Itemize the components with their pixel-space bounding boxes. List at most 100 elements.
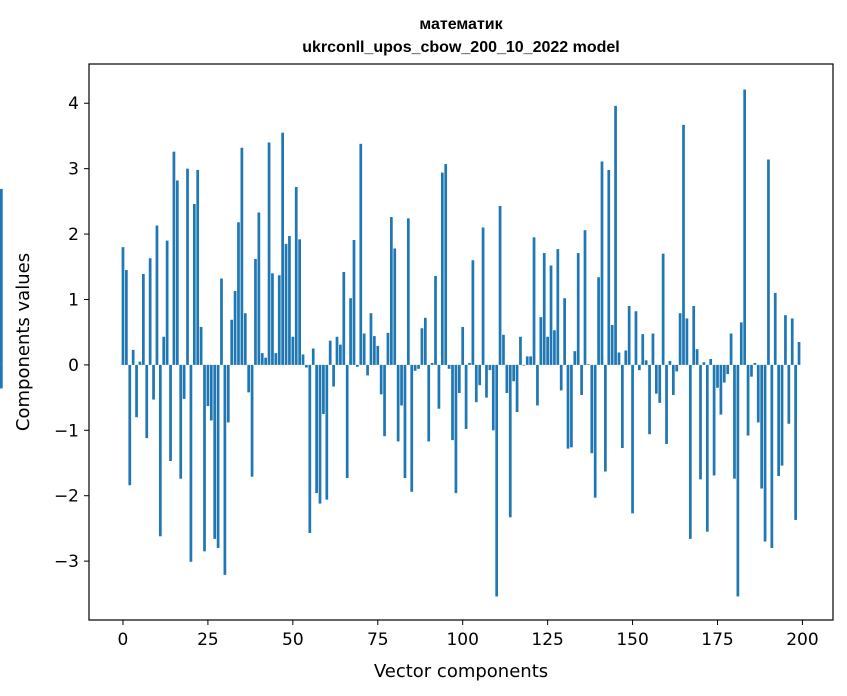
- bar: [325, 364, 329, 500]
- bar: [332, 364, 335, 387]
- bar: [488, 364, 492, 371]
- bar: [277, 275, 281, 365]
- bar: [233, 290, 237, 365]
- bar: [349, 298, 352, 365]
- bar: [186, 168, 189, 365]
- bar: [736, 364, 740, 597]
- bar: [162, 336, 166, 365]
- bar-series: [0, 89, 801, 597]
- bar: [468, 362, 471, 365]
- bar: [498, 205, 502, 365]
- bar: [675, 364, 679, 372]
- x-tick-label: 0: [118, 630, 129, 650]
- bar: [617, 352, 621, 365]
- chart-subtitle: ukrconll_upos_cbow_200_10_2022 model: [302, 39, 619, 56]
- bar: [478, 364, 482, 386]
- bar: [148, 258, 152, 365]
- bar: [322, 364, 325, 414]
- bar: [301, 354, 305, 365]
- bar: [400, 364, 403, 406]
- bar: [790, 318, 794, 365]
- bar: [440, 172, 444, 365]
- bar: [315, 364, 318, 494]
- bar: [158, 364, 162, 537]
- bar: [474, 364, 478, 403]
- bar: [223, 364, 227, 575]
- bar: [515, 364, 519, 412]
- bar: [393, 248, 397, 365]
- bar: [784, 315, 787, 365]
- bar: [369, 313, 373, 365]
- bar: [794, 364, 797, 520]
- bar: [383, 364, 386, 437]
- bar: [702, 362, 706, 365]
- bar: [305, 364, 308, 368]
- bar: [437, 364, 441, 409]
- bar: [403, 364, 407, 479]
- bar: [423, 317, 427, 365]
- bar: [644, 360, 648, 365]
- bar: [352, 239, 356, 365]
- x-tick-label: 200: [786, 630, 818, 650]
- y-tick-label: −3: [54, 552, 79, 572]
- y-tick-label: 1: [68, 290, 79, 310]
- x-tick-label: 50: [282, 630, 304, 650]
- plot-frame: [88, 63, 834, 621]
- bar: [573, 351, 577, 365]
- bar: [406, 218, 410, 365]
- bar: [288, 236, 291, 365]
- bar: [291, 336, 295, 365]
- bar: [580, 364, 583, 395]
- x-tick-label: 150: [616, 630, 648, 650]
- bar: [189, 364, 193, 562]
- bar: [199, 326, 203, 365]
- y-axis: −3 −2 −1 0 1 2 3 4: [54, 94, 89, 572]
- bar: [281, 132, 284, 365]
- bar: [192, 203, 196, 365]
- bar: [566, 364, 570, 449]
- bar: [688, 364, 692, 539]
- bar: [366, 364, 369, 376]
- bar: [339, 344, 342, 365]
- bar: [658, 364, 662, 403]
- bar: [553, 330, 556, 365]
- bar: [722, 364, 726, 383]
- bar: [773, 292, 777, 365]
- bar: [138, 361, 142, 365]
- bar: [695, 349, 699, 365]
- bar: [237, 222, 240, 365]
- bar: [257, 212, 261, 365]
- bar: [563, 298, 566, 365]
- bar: [131, 349, 135, 365]
- bar: [668, 360, 672, 365]
- bar: [508, 364, 512, 518]
- bar: [797, 342, 801, 365]
- bar: [294, 186, 298, 365]
- bar: [376, 345, 380, 365]
- bar: [614, 105, 617, 365]
- bar: [379, 364, 383, 395]
- bar: [264, 357, 268, 365]
- bar: [390, 217, 393, 365]
- bar: [464, 364, 468, 429]
- x-tick-label: 125: [531, 630, 563, 650]
- bar: [254, 258, 257, 365]
- bar: [240, 147, 244, 365]
- bar: [250, 364, 254, 477]
- bar: [593, 364, 597, 498]
- bar: [427, 364, 431, 442]
- bar: [760, 364, 764, 489]
- y-axis-label: Components values: [13, 253, 34, 431]
- bar: [651, 333, 655, 365]
- bar: [556, 249, 560, 365]
- bar: [671, 364, 675, 395]
- bar: [328, 340, 332, 365]
- bar: [345, 364, 349, 479]
- bar: [451, 364, 454, 441]
- bar: [410, 364, 414, 492]
- bar: [243, 313, 247, 365]
- bar: [600, 161, 604, 365]
- bar: [335, 336, 339, 365]
- bar: [461, 326, 465, 365]
- chart-titles: математик ukrconll_upos_cbow_200_10_2022…: [302, 16, 619, 56]
